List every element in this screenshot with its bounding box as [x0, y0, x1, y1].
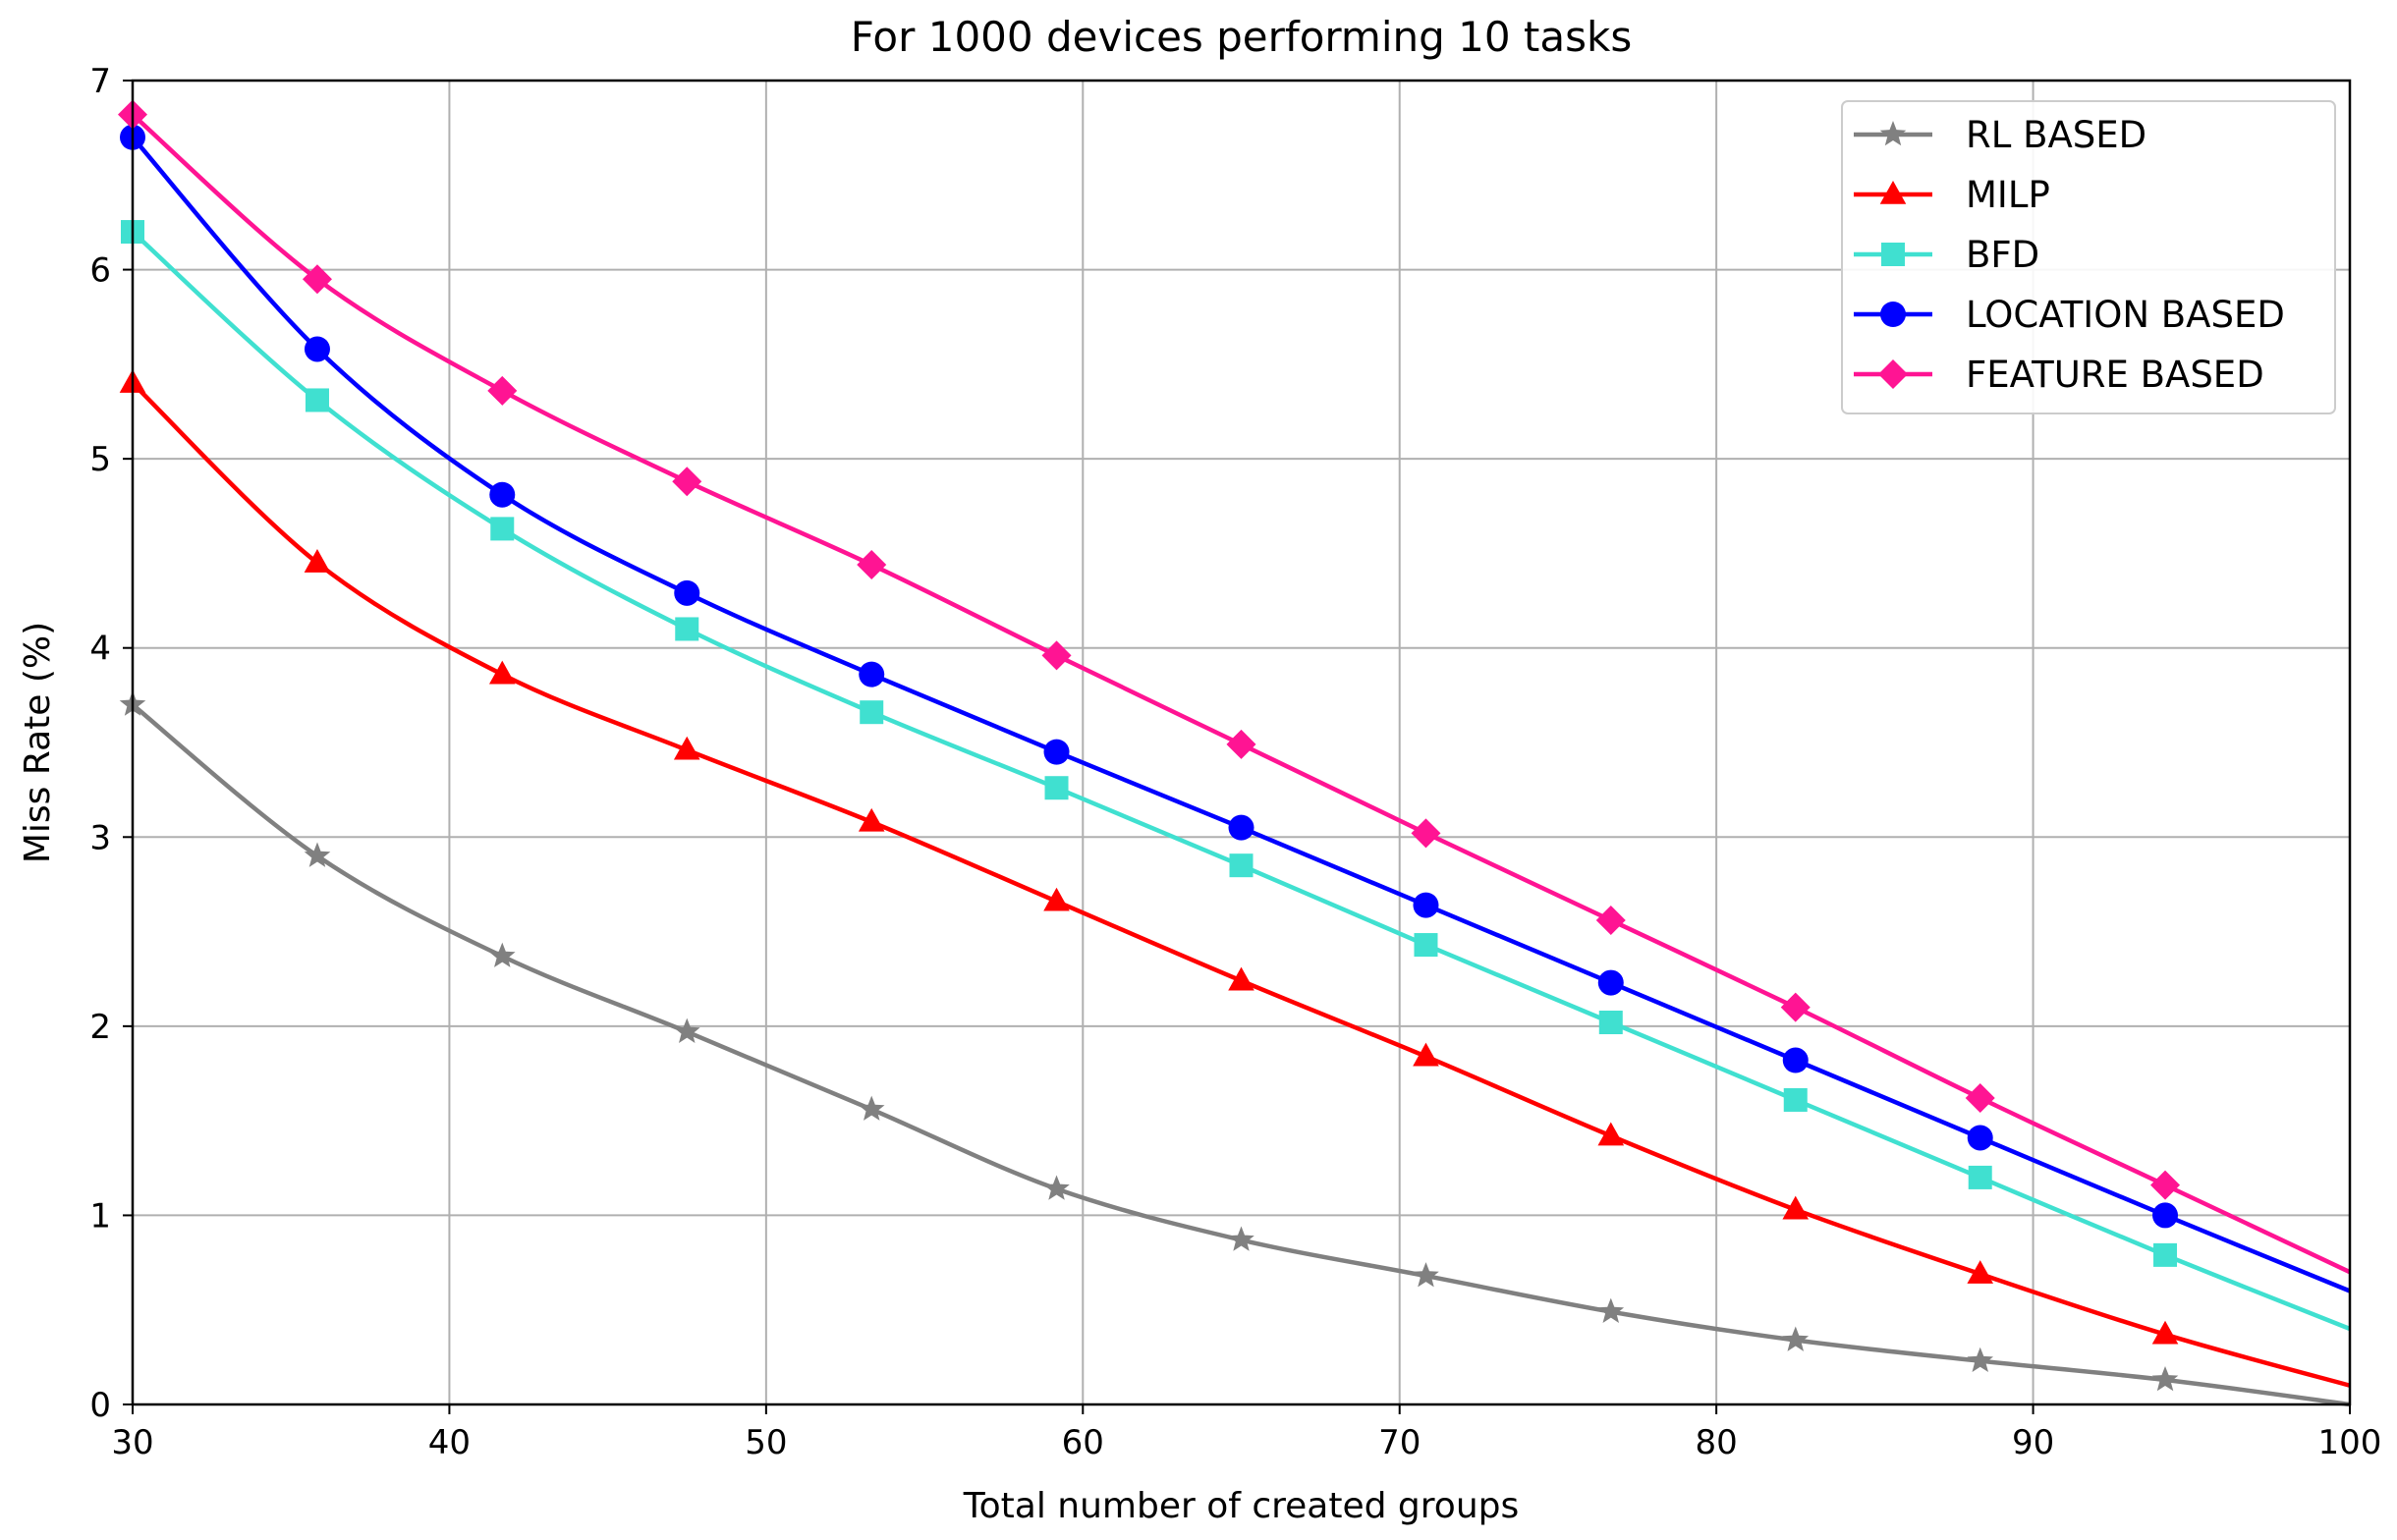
data-point-rl-based: [1043, 1175, 1070, 1200]
legend-marker-feature-based: [1878, 359, 1908, 389]
y-tick-label: 1: [89, 1196, 111, 1236]
data-point-milp: [1043, 887, 1070, 911]
data-point-feature-based: [487, 375, 518, 406]
x-tick-label: 80: [1696, 1423, 1738, 1462]
data-point-location-based: [1413, 892, 1439, 918]
data-point-rl-based: [673, 1018, 700, 1043]
data-point-feature-based: [1595, 906, 1626, 936]
data-point-rl-based: [304, 842, 331, 867]
legend-label-feature-based: FEATURE BASED: [1966, 354, 2264, 396]
data-point-bfd: [860, 700, 884, 725]
data-point-location-based: [1228, 814, 1254, 841]
legend-label-milp: MILP: [1966, 174, 2050, 216]
legend-label-bfd: BFD: [1966, 234, 2039, 276]
data-point-rl-based: [1228, 1226, 1254, 1251]
data-point-rl-based: [1413, 1262, 1439, 1288]
data-point-location-based: [1967, 1125, 1993, 1151]
x-tick-label: 60: [1062, 1423, 1104, 1462]
data-point-milp: [1967, 1260, 1994, 1284]
data-point-bfd: [1968, 1165, 1992, 1189]
y-tick-label: 6: [89, 251, 111, 291]
data-point-feature-based: [1965, 1083, 1995, 1114]
data-point-bfd: [1598, 1011, 1623, 1035]
data-point-feature-based: [2150, 1170, 2181, 1200]
data-point-rl-based: [2151, 1366, 2179, 1392]
data-point-location-based: [2152, 1202, 2179, 1229]
legend: RL BASED MILP BFD LOCATION BASED FEATURE BAS…: [1841, 100, 2336, 414]
data-point-milp: [304, 549, 331, 573]
series-feature-based: [118, 99, 2351, 1275]
axes: 30 40 50 60 70 80 90 100 0 1 2 3 4 5 6 7: [89, 62, 2381, 1462]
data-point-location-based: [1597, 969, 1624, 996]
legend-marker-rl-based: [1879, 121, 1907, 146]
legend-marker-bfd: [1881, 243, 1905, 266]
x-tick-label: 100: [2318, 1423, 2382, 1462]
x-tick-label: 90: [2012, 1423, 2054, 1462]
data-point-milp: [673, 736, 700, 760]
legend-label-location-based: LOCATION BASED: [1966, 294, 2285, 336]
data-point-milp: [1413, 1042, 1439, 1067]
data-point-milp: [1782, 1195, 1810, 1220]
data-point-location-based: [859, 661, 885, 688]
y-axis-label: Miss Rate (%): [18, 622, 58, 863]
data-point-feature-based: [1041, 640, 1072, 671]
legend-marker-location-based: [1880, 302, 1906, 327]
x-tick-label: 50: [745, 1423, 787, 1462]
data-point-rl-based: [1597, 1297, 1625, 1323]
data-point-rl-based: [858, 1095, 885, 1121]
series-location-based: [120, 124, 2351, 1293]
series-bfd: [121, 220, 2351, 1332]
y-tick-label: 3: [89, 818, 111, 857]
data-point-bfd: [1044, 776, 1069, 800]
data-point-rl-based: [489, 942, 516, 967]
legend-box: [1841, 100, 2336, 414]
data-point-feature-based: [302, 264, 332, 295]
chart-title: For 1000 devices performing 10 tasks: [851, 13, 1632, 61]
data-point-location-based: [489, 481, 516, 508]
x-tick-label: 30: [111, 1423, 153, 1462]
plot-frame: [131, 79, 2352, 1406]
data-point-bfd: [305, 388, 329, 412]
data-point-feature-based: [1780, 992, 1811, 1022]
data-point-milp: [2151, 1320, 2179, 1345]
grid: [133, 81, 2350, 1404]
data-point-rl-based: [1782, 1326, 1810, 1351]
y-tick-label: 4: [89, 630, 111, 669]
data-point-milp: [488, 660, 516, 685]
data-point-location-based: [304, 336, 330, 362]
data-point-feature-based: [672, 467, 702, 497]
data-point-location-based: [1782, 1047, 1809, 1073]
data-point-location-based: [674, 579, 700, 606]
data-point-feature-based: [1226, 729, 1256, 759]
series-milp: [119, 369, 2351, 1388]
data-point-bfd: [1229, 853, 1254, 878]
data-point-rl-based: [1967, 1347, 1993, 1372]
x-tick-label: 40: [428, 1423, 471, 1462]
data-point-location-based: [1043, 739, 1070, 765]
data-point-milp: [858, 807, 885, 832]
x-axis-label: Total number of created groups: [963, 1486, 1520, 1526]
data-point-bfd: [675, 617, 699, 641]
legend-marker-milp: [1879, 181, 1907, 204]
data-point-milp: [1597, 1122, 1625, 1146]
series-layer: [118, 99, 2351, 1407]
legend-label-rl-based: RL BASED: [1966, 114, 2146, 156]
data-point-feature-based: [1411, 818, 1441, 849]
data-point-bfd: [1783, 1087, 1808, 1112]
y-tick-label: 5: [89, 440, 111, 479]
y-tick-label: 2: [89, 1008, 111, 1047]
data-point-milp: [1228, 966, 1254, 991]
data-point-bfd: [1414, 933, 1438, 958]
data-point-bfd: [490, 517, 515, 541]
y-tick-label: 7: [89, 62, 111, 101]
x-tick-label: 70: [1378, 1423, 1421, 1462]
data-point-feature-based: [857, 549, 887, 579]
data-point-bfd: [2153, 1242, 2178, 1267]
y-tick-label: 0: [89, 1386, 111, 1425]
